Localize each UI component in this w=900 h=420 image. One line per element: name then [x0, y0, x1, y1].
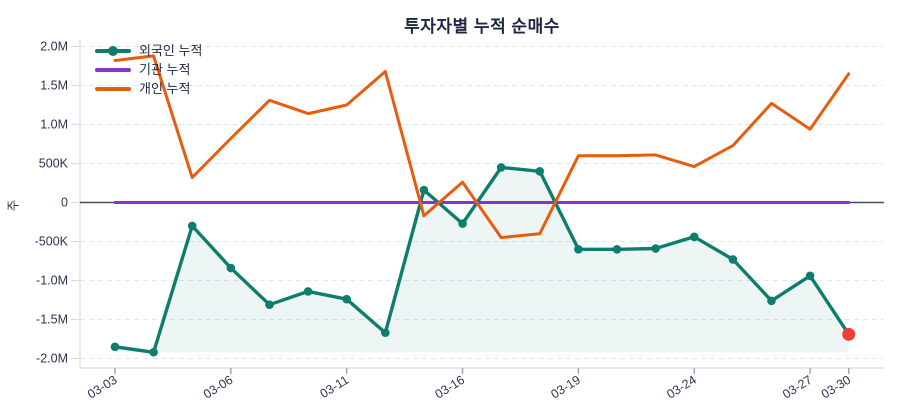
y-tick-label: -500K	[35, 235, 69, 249]
legend-item[interactable]: 외국인 누적	[95, 44, 202, 58]
data-point-marker	[651, 244, 660, 253]
chart-title: 투자자별 누적 순매수	[404, 17, 560, 36]
series-line	[113, 165, 851, 354]
x-tick-label: 03-27	[780, 373, 815, 402]
y-tick-label: -1.0M	[36, 274, 68, 288]
data-point-marker	[419, 185, 429, 195]
data-point-marker	[187, 221, 197, 231]
data-point-marker	[496, 163, 506, 172]
data-point-marker	[728, 255, 738, 264]
legend-item[interactable]: 기관 누적	[95, 63, 202, 77]
x-tick-label: 03-03	[85, 373, 120, 402]
y-tick-label: -2.0M	[36, 352, 68, 366]
legend-label: 기관 누적	[139, 62, 191, 77]
endpoint-marker	[842, 327, 856, 341]
data-point-marker	[767, 296, 776, 306]
data-point-marker	[612, 245, 622, 254]
legend-label: 개인 누적	[139, 81, 191, 96]
data-point-marker	[303, 287, 313, 296]
x-tick-label: 03-06	[201, 373, 236, 402]
y-tick-label: 1.0M	[40, 118, 68, 132]
data-point-marker	[381, 328, 390, 338]
data-point-marker	[342, 294, 351, 304]
y-tick-label: 500K	[39, 157, 69, 171]
data-point-marker	[265, 300, 274, 309]
data-point-marker	[574, 245, 583, 254]
legend-swatch-icon	[95, 65, 131, 75]
y-tick-label: 0	[61, 196, 68, 210]
y-tick-label: -1.5M	[36, 313, 68, 327]
data-point-marker	[535, 167, 545, 176]
data-point-marker	[689, 232, 699, 242]
legend-item[interactable]: 개인 누적	[95, 82, 202, 96]
legend-swatch-icon	[95, 46, 131, 56]
data-point-marker	[226, 263, 236, 273]
y-tick-label: 2.0M	[40, 40, 68, 54]
data-point-marker	[458, 219, 467, 228]
data-point-marker	[149, 347, 158, 357]
legend-label: 외국인 누적	[139, 43, 203, 58]
series-line	[113, 54, 851, 240]
x-tick-label: 03-30	[819, 373, 854, 402]
x-tick-label: 03-11	[318, 373, 352, 401]
x-tick-label: 03-16	[433, 373, 468, 402]
y-tick-label: 1.5M	[40, 79, 68, 93]
x-tick-label: 03-19	[548, 373, 583, 402]
data-point-marker	[110, 342, 120, 352]
legend-swatch-icon	[95, 84, 131, 94]
data-point-marker	[805, 271, 815, 281]
area-fill	[115, 167, 849, 353]
x-tick-label: 03-24	[664, 373, 699, 402]
